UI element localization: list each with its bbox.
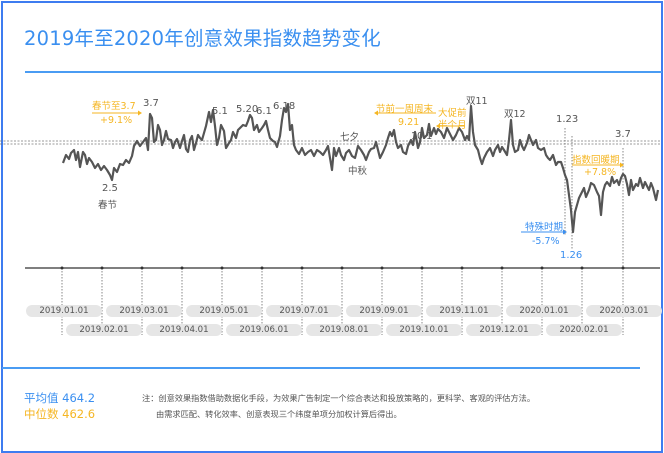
label-recovery-pct: +7.8% <box>584 167 617 178</box>
mean-value: 464.2 <box>62 391 96 405</box>
date-pill: 2019.09.01 <box>346 305 422 317</box>
label-1-23: 1.23 <box>556 114 579 125</box>
label-6-1: 6.1 <box>256 106 272 117</box>
label-5-1: 5.1 <box>212 106 228 117</box>
label-zhongqiu: 中秋 <box>348 166 368 177</box>
date-pill: 2020.02.01 <box>546 324 622 336</box>
label-10-1: 10.1 <box>411 131 433 142</box>
median-value: 462.6 <box>62 407 96 421</box>
footnote-line-2: 由需求匹配、转化效率、创意表现三个纬度单项分加权计算后得出。 <box>156 409 402 419</box>
label-3-7-2020: 3.7 <box>615 129 631 140</box>
label-special-period-pct: -5.7% <box>532 236 560 247</box>
title-divider <box>25 71 662 73</box>
index-line <box>61 102 660 234</box>
date-pill: 2019.08.01 <box>306 324 382 336</box>
footer-divider <box>2 367 640 369</box>
date-pill: 2019.05.01 <box>186 305 262 317</box>
label-recovery-period: 指数回暖期 <box>572 155 620 166</box>
date-pill: 2019.12.01 <box>466 324 542 336</box>
date-pill: 2019.07.01 <box>266 305 342 317</box>
date-pill: 2019.06.01 <box>226 324 302 336</box>
label-2-5: 2.5 <box>102 183 118 194</box>
label-chunjie: 春节 <box>98 200 118 211</box>
label-half-month: 半个月 <box>438 120 467 131</box>
label-3-7-2019: 3.7 <box>143 98 159 109</box>
median-stat: 中位数 462.6 <box>24 406 95 422</box>
label-week-before-holiday: 节前一周周末 <box>376 104 434 115</box>
date-pill: 2019.10.01 <box>386 324 462 336</box>
label-6-18: 6.18 <box>273 101 296 112</box>
mean-stat: 平均值 464.2 <box>24 390 95 406</box>
label-special-period: 特殊时期 <box>525 222 564 233</box>
label-1-26: 1.26 <box>560 250 583 261</box>
date-pill: 2019.11.01 <box>426 305 502 317</box>
date-pill: 2019.03.01 <box>106 305 182 317</box>
median-label: 中位数 <box>24 407 59 421</box>
page-title: 2019年至2020年创意效果指数趋势变化 <box>24 27 381 50</box>
label-qixi: 七夕 <box>340 132 360 143</box>
date-pill: 2020.03.01 <box>586 305 662 317</box>
date-pill: 2020.01.01 <box>506 305 582 317</box>
mean-label: 平均值 <box>24 391 59 405</box>
label-5-20: 5.20 <box>236 104 259 115</box>
label-double-12: 双12 <box>504 109 526 120</box>
label-before-promotion: 大促前 <box>438 108 467 119</box>
stats-block: 平均值 464.2 中位数 462.6 <box>24 390 95 422</box>
label-double-11: 双11 <box>466 96 488 107</box>
date-pill: 2019.01.01 <box>26 305 102 317</box>
annotation-spring-to-37-pct: +9.1% <box>100 115 133 126</box>
footnote-line-1: 注：创意效果指数借助数据化手段，为效果广告制定一个综合表达和投放策略的，更科学、… <box>142 393 536 403</box>
date-pill: 2019.04.01 <box>146 324 222 336</box>
label-9-21: 9.21 <box>398 117 420 128</box>
annotation-spring-to-37: 春节至3.7 <box>92 101 136 112</box>
footnote: 注：创意效果指数借助数据化手段，为效果广告制定一个综合表达和投放策略的，更科学、… <box>142 390 535 422</box>
date-pill: 2019.02.01 <box>66 324 142 336</box>
